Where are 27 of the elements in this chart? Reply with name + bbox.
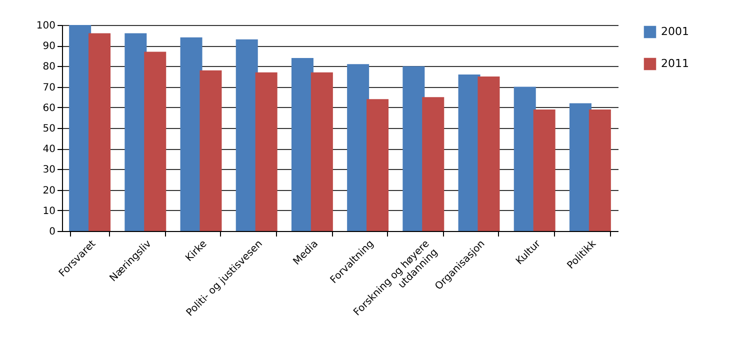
bar bbox=[588, 109, 611, 231]
bar bbox=[144, 52, 166, 231]
y-tick-label: 40 bbox=[42, 144, 56, 156]
bar bbox=[366, 99, 389, 231]
y-tick-label: 80 bbox=[42, 62, 56, 73]
bar bbox=[236, 39, 258, 231]
bar bbox=[255, 72, 278, 231]
bar bbox=[478, 76, 500, 231]
y-tick-label: 0 bbox=[49, 226, 56, 238]
y-tick-label: 50 bbox=[42, 124, 56, 134]
bar bbox=[291, 58, 314, 231]
y-tick-label: 10 bbox=[42, 206, 56, 217]
bar bbox=[514, 86, 536, 231]
bar bbox=[200, 70, 222, 231]
y-tick-label: 70 bbox=[42, 82, 56, 94]
bar bbox=[422, 97, 444, 231]
y-tick-label: 100 bbox=[36, 20, 56, 32]
bar bbox=[347, 64, 370, 231]
y-tick-label: 20 bbox=[42, 185, 56, 196]
y-tick-label: 90 bbox=[42, 41, 56, 52]
legend-label: 2011 bbox=[661, 57, 689, 70]
bar bbox=[88, 33, 111, 231]
legend-label: 2001 bbox=[661, 25, 689, 38]
y-tick-label: 30 bbox=[42, 164, 56, 176]
y-tick-label: 60 bbox=[42, 102, 56, 114]
bar bbox=[310, 72, 333, 231]
bar bbox=[533, 109, 556, 231]
